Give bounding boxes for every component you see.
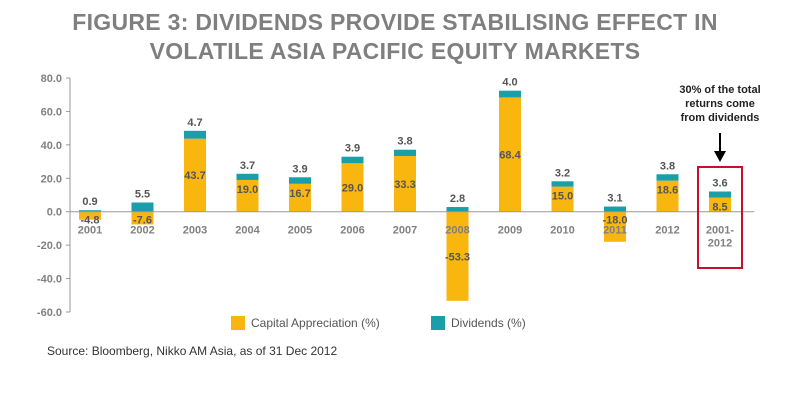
legend-label-capital-appreciation: Capital Appreciation (%) [251,316,380,330]
x-tick-label: 2001- [706,225,734,237]
x-tick-label: 2007 [393,225,417,237]
data-label-dividends: 3.7 [240,160,255,172]
y-tick-label: 60.0 [41,106,62,118]
x-tick-label: 2006 [340,225,364,237]
data-label-dividends: 2.8 [450,193,465,205]
data-label-dividends: 4.7 [187,117,202,129]
x-tick-label: 2002 [130,225,154,237]
data-label-capital-appreciation: 68.4 [499,150,521,162]
chart-title: FIGURE 3: DIVIDENDS PROVIDE STABILISING … [0,8,790,66]
y-axis: 80.0 60.0 40.0 20.0 0.0 -20.0 -40.0 -60.0 [37,73,71,319]
data-label-dividends: 0.9 [82,196,97,208]
bar-dividends [446,207,469,212]
bar-dividends [236,173,259,180]
data-label-capital-appreciation: 33.3 [394,179,415,191]
bar-capital-appreciation [446,211,469,301]
data-label-dividends: 4.0 [502,77,517,89]
callout-text: returns come [685,98,755,110]
data-label-dividends: 3.6 [712,177,727,189]
legend-label-dividends: Dividends (%) [451,316,526,330]
data-label-capital-appreciation: -18.0 [602,215,627,227]
bar-dividends [499,90,521,98]
x-tick-label: 2011 [603,225,627,237]
bar-dividends [79,210,101,212]
bar-dividends [394,149,416,157]
bar-capital-appreciation [341,163,364,212]
bars [79,90,731,301]
bar-dividends [551,181,574,187]
data-label-capital-appreciation: 8.5 [712,202,727,214]
data-label-capital-appreciation: 29.0 [342,182,363,194]
bar-capital-appreciation [656,180,679,212]
bar-capital-appreciation [289,183,311,212]
chart-title-line-1: FIGURE 3: DIVIDENDS PROVIDE STABILISING … [72,9,718,35]
data-label-capital-appreciation: 16.7 [289,188,310,200]
y-tick-label: 40.0 [41,140,62,152]
callout-arrow-head [714,151,726,162]
x-tick-label: 2003 [183,225,207,237]
callout-text: from dividends [681,112,760,124]
highlight: 30% of the total returns come from dividen… [679,84,761,269]
bar-dividends [289,177,311,184]
data-label-dividends: 3.9 [345,143,360,155]
legend: Capital Appreciation (%) Dividends (%) [231,316,526,330]
data-label-capital-appreciation: -53.3 [445,251,470,263]
data-label-capital-appreciation: 19.0 [237,184,258,196]
callout-text: 30% of the total [679,84,760,96]
bar-dividends [656,174,679,181]
bar-dividends [604,206,626,212]
x-axis-labels: 2001 2002 2003 2004 2005 2006 2007 2008 2009 2010… [78,225,735,250]
x-tick-label: 2010 [550,225,574,237]
data-label-capital-appreciation: 43.7 [184,170,205,182]
data-label-capital-appreciation: -7.6 [133,215,152,227]
data-label-dividends: 3.1 [607,193,622,205]
y-tick-label: 80.0 [41,73,62,85]
y-tick-label: -60.0 [37,307,62,319]
data-label-capital-appreciation: 18.6 [657,185,678,197]
data-labels: 0.9 -4.8 5.5 -7.6 4.7 43.7 3.7 19.0 3.9 16.7 3.9 29… [81,77,728,264]
legend-swatch-dividends [431,316,445,330]
bar-dividends [131,202,154,212]
bar-dividends [709,191,731,198]
bar-capital-appreciation [79,211,101,220]
x-tick-label: 2009 [498,225,522,237]
bar-capital-appreciation [236,179,259,212]
x-tick-label: 2004 [235,225,260,237]
highlight-box [697,166,743,269]
bar-capital-appreciation [131,211,154,225]
x-tick-label: 2012 [655,225,679,237]
bar-capital-appreciation [184,138,206,212]
bar-dividends [184,130,206,139]
y-tick-label: -20.0 [37,240,62,252]
data-label-capital-appreciation: 15.0 [552,191,573,203]
x-tick-label: 2001 [78,225,102,237]
data-label-dividends: 5.5 [135,189,150,201]
x-tick-label: 2012 [708,238,732,250]
y-tick-label: -40.0 [37,274,62,286]
x-tick-label: 2005 [288,225,312,237]
y-tick-label: 20.0 [41,173,62,185]
data-label-dividends: 3.8 [397,136,412,148]
data-label-capital-appreciation: -4.8 [81,215,100,227]
y-tick-label: 0.0 [47,207,62,219]
x-tick-label: 2008 [445,225,469,237]
bar-capital-appreciation [551,186,574,212]
data-label-dividends: 3.8 [660,160,675,172]
legend-swatch-capital-appreciation [231,316,245,330]
source-note: Source: Bloomberg, Nikko AM Asia, as of … [47,344,338,358]
bar-capital-appreciation [709,197,731,212]
bar-capital-appreciation [394,156,416,212]
data-label-dividends: 3.2 [555,167,570,179]
bar-capital-appreciation [604,211,626,242]
data-label-dividends: 3.9 [292,163,307,175]
bar-capital-appreciation [499,97,521,212]
bar-dividends [341,156,364,164]
chart-title-line-2: VOLATILE ASIA PACIFIC EQUITY MARKETS [149,38,641,64]
